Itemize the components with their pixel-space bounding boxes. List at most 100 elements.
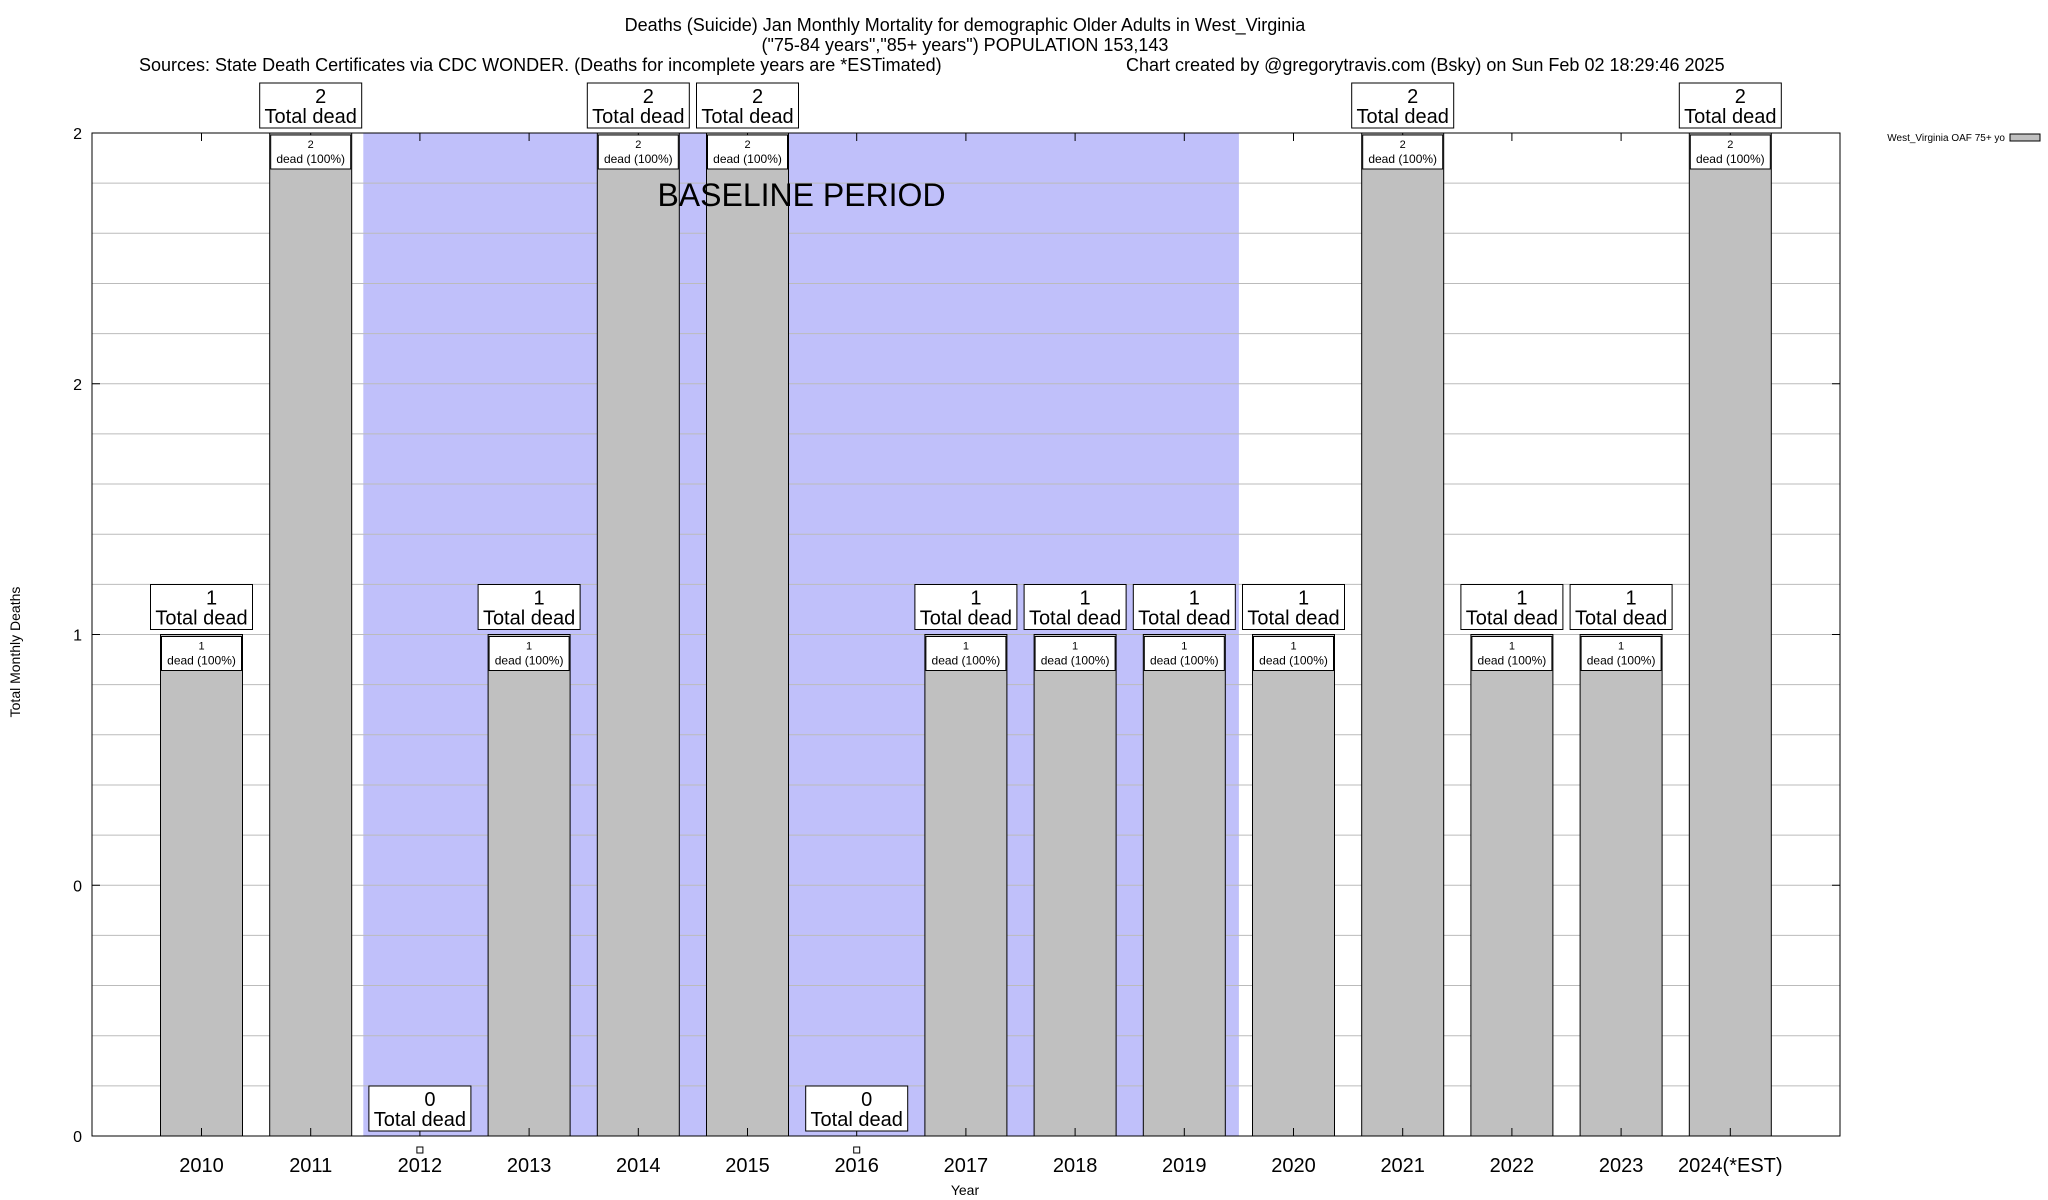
- legend: West_Virginia OAF 75+ yo: [1887, 133, 2041, 144]
- total-value-label: 1: [1298, 588, 1309, 610]
- bar: [1033, 634, 1117, 1137]
- total-label-box: [586, 82, 690, 129]
- chart-title: Deaths (Suicide) Jan Monthly Mortality f…: [625, 15, 1307, 36]
- total-dead-label: Total dead: [155, 608, 247, 630]
- bar: [487, 634, 571, 1137]
- total-label-box: [259, 82, 363, 129]
- total-label-box: [1023, 584, 1127, 630]
- x-tick-label: 2011: [289, 1155, 332, 1177]
- inner-label-box: [1471, 636, 1553, 671]
- y-tick-label: 0: [73, 1129, 82, 1146]
- y-tick-label: 0: [73, 878, 82, 895]
- total-value-label: 2: [1407, 86, 1418, 108]
- inner-count-label: 2: [635, 139, 641, 151]
- x-tick-label: 2023: [1599, 1155, 1644, 1177]
- inner-percent-label: dead (100%): [1587, 654, 1656, 668]
- total-value-label: 1: [534, 588, 545, 610]
- bar: [1252, 634, 1335, 1137]
- inner-count-label: 1: [526, 641, 532, 653]
- total-dead-label: Total dead: [1357, 106, 1449, 128]
- inner-percent-label: dead (100%): [1259, 654, 1328, 668]
- inner-label-box: [1143, 636, 1225, 671]
- x-tick-label: 2015: [725, 1155, 770, 1177]
- bar: [596, 132, 680, 1137]
- x-tick-label: 2014: [616, 1155, 661, 1177]
- bar: [924, 634, 1008, 1137]
- bar: [1470, 634, 1554, 1137]
- total-dead-label: Total dead: [701, 106, 793, 128]
- inner-percent-label: dead (100%): [932, 654, 1001, 668]
- total-label-box: [1460, 584, 1564, 630]
- y-tick-label: 2: [73, 126, 82, 143]
- total-dead-label: Total dead: [811, 1109, 903, 1131]
- inner-percent-label: dead (100%): [1041, 654, 1110, 668]
- total-value-label: 1: [1516, 588, 1527, 610]
- total-dead-label: Total dead: [592, 106, 684, 128]
- total-dead-label: Total dead: [920, 608, 1012, 630]
- inner-label-box: [1689, 134, 1771, 170]
- inner-label-box: [488, 636, 570, 671]
- x-tick-label: 2024(*EST): [1678, 1155, 1783, 1177]
- x-tick-label: 2010: [179, 1155, 224, 1177]
- legend-label: West_Virginia OAF 75+ yo: [1887, 133, 2005, 144]
- x-tick-label: 2012: [398, 1155, 443, 1177]
- inner-percent-label: dead (100%): [1696, 152, 1765, 166]
- inner-label-box: [925, 636, 1007, 671]
- inner-percent-label: dead (100%): [167, 654, 236, 668]
- inner-count-label: 1: [1618, 641, 1624, 653]
- inner-count-label: 2: [308, 139, 314, 151]
- inner-count-label: 1: [1290, 641, 1296, 653]
- inner-count-label: 1: [198, 641, 204, 653]
- total-value-label: 0: [424, 1089, 435, 1111]
- inner-percent-label: dead (100%): [1150, 654, 1219, 668]
- total-dead-label: Total dead: [1466, 608, 1558, 630]
- bar: [1579, 634, 1663, 1137]
- bars: [160, 132, 1772, 1154]
- bar: [706, 132, 789, 1137]
- total-label-box: [1132, 584, 1236, 630]
- y-tick-label: 1: [73, 628, 82, 645]
- total-dead-label: Total dead: [1247, 608, 1339, 630]
- total-value-label: 2: [752, 86, 763, 108]
- inner-label-box: [1362, 134, 1444, 170]
- baseline-period-label: BASELINE PERIOD: [657, 177, 945, 213]
- bar: [269, 132, 353, 1137]
- x-tick-label: 2017: [944, 1155, 989, 1177]
- inner-label-box: [1580, 636, 1662, 671]
- inner-percent-label: dead (100%): [495, 654, 564, 668]
- x-tick-label: 2013: [507, 1155, 552, 1177]
- total-label-box: [696, 82, 799, 129]
- x-tick-label: 2022: [1490, 1155, 1535, 1177]
- x-tick-label: 2021: [1380, 1155, 1425, 1177]
- total-dead-label: Total dead: [1138, 608, 1230, 630]
- total-value-label: 1: [1189, 588, 1200, 610]
- zero-point: [853, 1146, 861, 1154]
- total-dead-label: Total dead: [1575, 608, 1667, 630]
- inner-label-box: [161, 636, 242, 671]
- total-value-label: 1: [1080, 588, 1091, 610]
- x-tick-label: 2020: [1271, 1155, 1316, 1177]
- inner-count-label: 1: [1072, 641, 1078, 653]
- chart-subtitle: ("75-84 years","85+ years") POPULATION 1…: [762, 35, 1169, 55]
- bar: [1361, 132, 1445, 1137]
- inner-count-label: 1: [1181, 641, 1187, 653]
- total-dead-label: Total dead: [265, 106, 357, 128]
- inner-count-label: 1: [1509, 641, 1515, 653]
- x-tick-label: 2018: [1053, 1155, 1098, 1177]
- inner-label-box: [1034, 636, 1116, 671]
- total-label-box: [150, 584, 253, 630]
- bar: [1142, 634, 1226, 1137]
- total-value-label: 1: [970, 588, 981, 610]
- total-label-box: [914, 584, 1018, 630]
- total-value-label: 1: [206, 588, 217, 610]
- x-axis-label: Year: [951, 1182, 980, 1198]
- inner-label-box: [1253, 636, 1334, 671]
- total-label-box: [1242, 584, 1345, 630]
- total-dead-label: Total dead: [1029, 608, 1121, 630]
- total-value-label: 2: [1735, 86, 1746, 108]
- total-dead-label: Total dead: [1684, 106, 1776, 128]
- total-label-box: [1351, 82, 1455, 129]
